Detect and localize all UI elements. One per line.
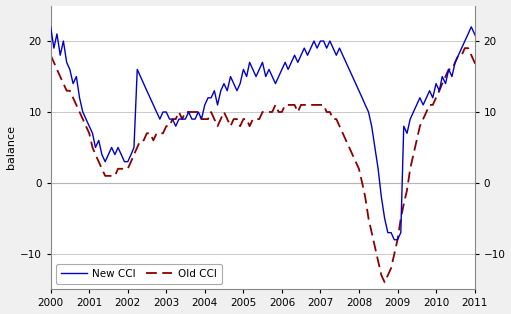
Line: Old CCI: Old CCI (51, 48, 484, 282)
Y-axis label: balance: balance (6, 126, 15, 170)
Legend: New CCI, Old CCI: New CCI, Old CCI (56, 264, 222, 284)
Line: New CCI: New CCI (51, 27, 484, 240)
